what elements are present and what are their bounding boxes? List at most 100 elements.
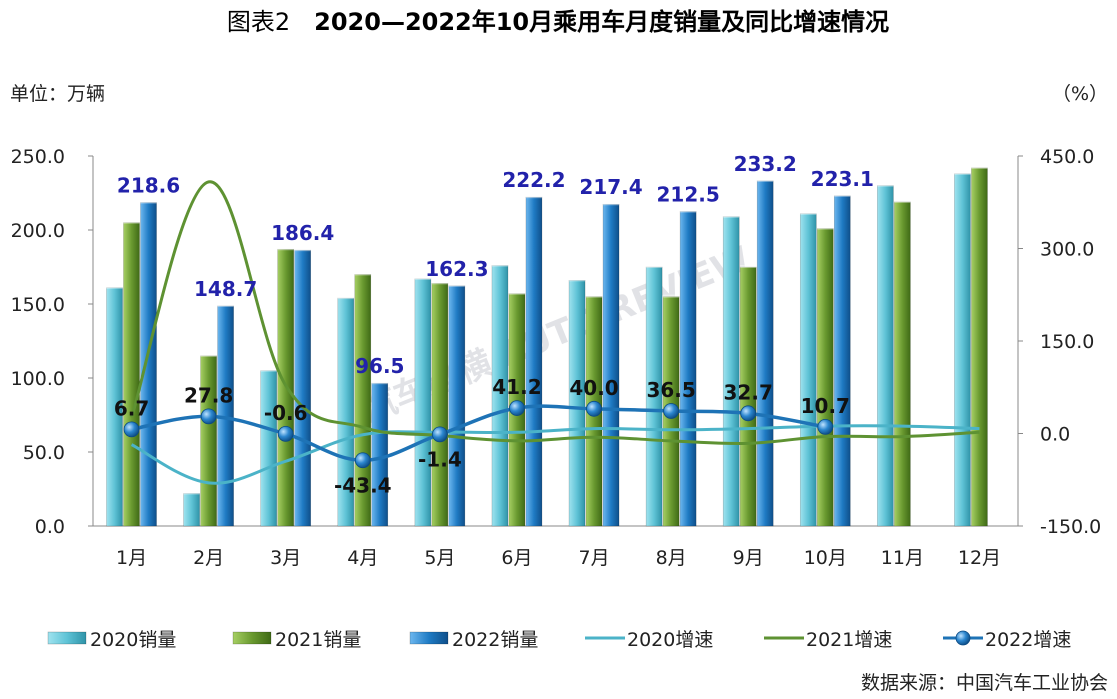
x-tick-label: 6月 [501,547,532,569]
bar-label-2022: 217.4 [579,175,642,199]
bar-label-2022: 186.4 [271,221,334,245]
bar-cap [260,368,277,372]
bar-cap [663,294,680,298]
bar-2020销量 [491,265,509,527]
growth-label-2022: 36.5 [646,378,695,402]
bar-cap [337,296,354,300]
point-2022增速 [663,403,680,419]
bar-label-2022: 212.5 [656,183,719,207]
bar-cap [491,263,508,267]
growth-label-2022: 40.0 [569,376,618,400]
bar-label-2022: 218.6 [117,173,180,197]
chart-title: 图表2 2020—2022年10月乘用车月度销量及同比增速情况 [227,8,889,36]
x-tick-label: 9月 [733,547,764,569]
bar-2020销量 [645,266,663,527]
bar-cap [508,291,525,295]
growth-label-2022: 32.7 [724,380,773,404]
right-tick-label: 450.0 [1040,146,1094,168]
bar-2022销量 [602,203,620,527]
bar-cap [971,165,988,169]
bar-label-2022: 148.7 [194,277,257,301]
line-2020增速 [130,424,980,485]
x-tick-label: 8月 [656,547,687,569]
bar-2020销量 [722,216,740,527]
bar-cap [217,303,234,307]
title-main: 2020—2022年10月乘用车月度销量及同比增速情况 [314,8,889,36]
point-2022增速 [509,400,525,416]
left-tick-label: 0.0 [35,516,65,538]
bar-cap [586,294,603,298]
right-tick-label: 150.0 [1040,331,1094,353]
point-2022增速 [431,426,448,443]
point-2022增速 [200,408,217,425]
bar-cap [569,278,586,282]
left-axis-unit: 单位：万辆 [10,83,105,105]
bar-2020销量 [877,185,894,527]
bar-cap [294,248,311,252]
legend: 2020销量 2021销量 2022销量 2020增速 2021增速 2022增速 [47,629,1071,651]
bar-2020销量 [799,213,817,527]
data-source: 数据来源：中国汽车工业协会 [861,672,1108,694]
axes: 0.0 50.0 100.0 150.0 200.0 250.0 -150.0 0.0 150.… [11,146,1102,569]
left-tick-label: 200.0 [11,220,65,242]
bar-2022销量 [294,249,312,527]
growth-label-2022: 41.2 [492,375,541,399]
bar-cap [723,214,740,218]
bar-2020销量 [954,173,971,527]
bar-2022销量 [833,195,851,527]
bar-cap [277,247,294,251]
bar-cap [140,200,157,204]
legend-label: 2020增速 [627,629,713,651]
x-tick-label: 12月 [958,547,1001,569]
point-2022增速 [354,452,371,469]
x-tick-label: 1月 [116,547,147,569]
bar-2021销量 [894,201,911,527]
growth-label-2022: -0.6 [264,401,308,425]
left-tick-label: 50.0 [23,442,65,464]
left-tick-label: 250.0 [11,146,65,168]
legend-marker [955,630,971,646]
x-tick-label: 4月 [347,547,378,569]
growth-label-2022: -43.4 [334,473,392,497]
growth-label-2022: 6.7 [114,396,149,420]
bar-label-2022: 162.3 [425,257,488,281]
bar-2021销量 [971,167,988,527]
bar-cap [106,285,123,289]
bar-cap [800,211,817,215]
bar-label-2022: 233.2 [734,152,797,176]
bar-2021销量 [739,266,757,527]
bar-2021销量 [123,222,140,527]
bar-cap [740,265,757,268]
title-prefix: 图表2 [227,8,290,36]
line-2022增速 [131,404,826,463]
bar-cap [371,381,388,385]
bar-cap [200,353,217,357]
bar-label-2022: 223.1 [811,167,874,191]
bar-2020销量 [568,280,586,527]
bar-2022销量 [756,180,774,527]
bar-cap [448,283,465,287]
line-2021增速 [130,180,980,446]
bars [106,165,988,527]
bar-2022销量 [140,202,157,527]
x-tick-label: 3月 [270,547,301,569]
right-tick-label: -150.0 [1040,516,1101,538]
bar-2020销量 [337,297,355,527]
growth-lines [123,180,980,485]
bar-2022销量 [448,285,466,527]
legend-label: 2022增速 [985,629,1071,651]
legend-label: 2021增速 [806,629,892,651]
x-tick-label: 7月 [578,547,609,569]
bar-cap [525,195,542,199]
right-axis-unit: （%） [1052,83,1108,105]
point-2022增速 [123,421,140,438]
left-tick-label: 150.0 [11,294,65,316]
bar-2021销量 [431,282,449,527]
bar-cap [603,202,620,206]
data-labels: 218.6 148.7 186.4 96.5 162.3 222.2 217.4 212.5 2… [114,152,874,497]
bar-cap [646,265,663,268]
growth-label-2022: 10.7 [801,394,850,418]
bar-cap [431,281,448,285]
bar-2020销量 [106,287,123,527]
bar-cap [680,209,697,213]
